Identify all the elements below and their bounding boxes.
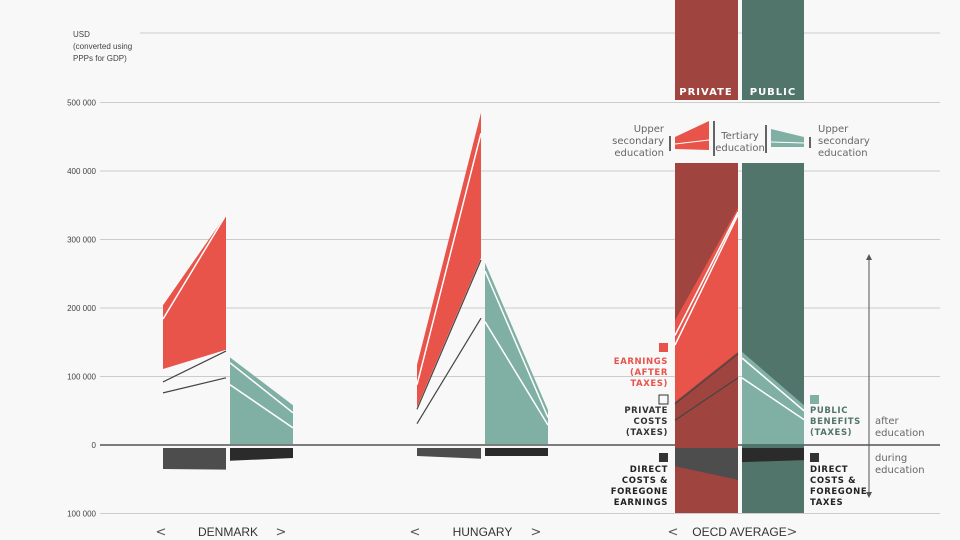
direct-costs-private-swatch-icon — [659, 453, 668, 462]
during-education-label: during — [875, 453, 907, 464]
earnings-divider — [416, 133, 482, 385]
public-benefits-legend: (TAXES) — [810, 428, 852, 438]
public-education-icon — [771, 129, 804, 147]
country-label: HUNGARY — [453, 525, 513, 539]
private-costs-swatch-icon — [658, 394, 669, 405]
private-cost-line — [416, 317, 482, 425]
prev-country-button[interactable]: < — [410, 525, 421, 540]
direct-costs-public-legend: TAXES — [810, 498, 843, 508]
public-benefits-divider — [229, 362, 294, 414]
public-benefits-divider — [484, 321, 549, 426]
during-public-costs — [485, 448, 548, 456]
y-axis-unit-label: USD (converted using PPPs for GDP) — [73, 30, 132, 63]
prev-country-button[interactable]: < — [668, 525, 679, 540]
chart-marks — [162, 112, 805, 480]
direct-costs-private-legend: EARNINGS — [614, 498, 668, 508]
unit-line: USD — [73, 30, 90, 39]
public-benefits-divider — [741, 377, 805, 421]
direct-costs-public-swatch-icon — [810, 453, 819, 462]
private-cost-line — [162, 350, 227, 383]
during-public-costs — [230, 448, 293, 461]
direct-costs-private-legend: COSTS & — [622, 476, 668, 486]
private-cost-line — [674, 353, 739, 405]
private-cost-line — [416, 259, 482, 410]
arrow-up-icon — [866, 254, 872, 260]
unit-line: (converted using — [73, 42, 132, 51]
during-private-costs — [163, 448, 226, 470]
private-cost-line — [162, 377, 227, 394]
private-costs-legend: (TAXES) — [626, 428, 668, 438]
public-benefits-divider — [741, 357, 805, 412]
country-label: OECD AVERAGE — [692, 525, 786, 539]
public-benefits-divider — [484, 270, 549, 418]
public-column-top — [742, 0, 804, 100]
arrow-down-icon — [866, 492, 872, 498]
unit-line: PPPs for GDP) — [73, 54, 127, 63]
direct-costs-public-legend: FOREGONE — [810, 487, 867, 497]
next-country-button[interactable]: > — [787, 525, 798, 540]
private-column-top — [675, 0, 738, 100]
private-education-icon — [675, 121, 709, 150]
icon-divider — [674, 139, 710, 145]
upper-secondary-left-label: secondary — [612, 136, 664, 147]
tertiary-label: Tertiary — [720, 131, 759, 142]
direct-costs-private-legend: FOREGONE — [611, 487, 668, 497]
tertiary-label: education — [715, 143, 765, 154]
y-tick-label: 500 000 — [67, 99, 96, 108]
prev-country-button[interactable]: < — [156, 525, 167, 540]
direct-costs-private-legend: DIRECT — [630, 465, 668, 475]
upper-secondary-left-label: Upper — [634, 124, 665, 135]
country-label: DENMARK — [198, 525, 258, 539]
earnings-area — [163, 214, 226, 369]
earnings-legend: (AFTER — [630, 368, 668, 378]
during-private-costs — [417, 448, 481, 459]
next-country-button[interactable]: > — [276, 525, 287, 540]
y-tick-label: 0 — [92, 441, 97, 450]
public-benefits-area — [230, 357, 293, 444]
upper-secondary-right-label: education — [818, 148, 868, 159]
private-cost-line — [674, 377, 739, 421]
after-education-label: education — [875, 428, 925, 439]
direct-costs-public-legend: COSTS & — [810, 476, 856, 486]
earnings-legend: TAXES) — [630, 379, 668, 389]
y-tick-label: 100 000 — [67, 510, 96, 519]
after-education-label: after — [875, 416, 900, 427]
private-costs-legend: COSTS — [633, 417, 668, 427]
earnings-divider — [674, 214, 739, 346]
upper-secondary-right-label: secondary — [818, 136, 870, 147]
country-labels: DENMARK< > HUNGARY< > OECD AVERAGE< > — [156, 525, 798, 540]
public-benefits-divider — [229, 384, 294, 429]
education-legend: UppersecondaryeducationTertiaryeducation… — [612, 121, 870, 159]
earnings-divider — [674, 211, 739, 336]
earnings-divider — [162, 214, 227, 320]
y-tick-label: 400 000 — [67, 167, 96, 176]
upper-secondary-right-label: Upper — [818, 124, 849, 135]
private-costs-legend: PRIVATE — [624, 406, 668, 416]
public-benefits-legend: BENEFITS — [810, 417, 861, 427]
y-tick-label: 100 000 — [67, 373, 96, 382]
y-tick-label: 300 000 — [67, 236, 96, 245]
y-tick-label: 200 000 — [67, 304, 96, 313]
earnings-legend: EARNINGS — [614, 357, 668, 367]
public-benefits-legend: PUBLIC — [810, 406, 848, 416]
public-benefits-swatch-icon — [810, 395, 819, 404]
upper-secondary-left-label: education — [614, 148, 664, 159]
public-benefits-area — [485, 262, 548, 444]
public-column-label: PUBLIC — [750, 87, 797, 98]
earnings-area — [675, 207, 738, 402]
during-private-costs — [675, 448, 738, 480]
during-education-label: education — [875, 465, 925, 476]
earnings-swatch-icon — [659, 343, 668, 352]
legend: EARNINGS(AFTERTAXES)PRIVATECOSTS(TAXES)D… — [611, 343, 867, 508]
direct-costs-public-legend: DIRECT — [810, 465, 848, 475]
during-public-costs — [742, 448, 804, 463]
next-country-button[interactable]: > — [531, 525, 542, 540]
icon-divider — [770, 141, 805, 144]
private-column-label: PRIVATE — [679, 87, 732, 98]
